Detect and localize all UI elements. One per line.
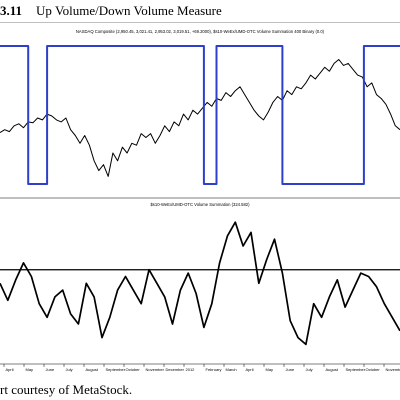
- bottom-panel-title: $s10-WeEx/UMD-OTC Volume Summation (324.…: [150, 202, 250, 207]
- x-tick-label: July: [66, 367, 73, 372]
- top-panel: [0, 45, 400, 185]
- x-tick-label: May: [26, 367, 34, 372]
- x-tick-label: October: [366, 367, 381, 372]
- x-tick-label: November: [146, 367, 165, 372]
- x-axis: April May June July August September October No…: [3, 364, 400, 372]
- figure-number: 3.11: [0, 3, 23, 18]
- figure-title: 3.11 Up Volume/Down Volume Measure: [0, 3, 222, 19]
- x-tick-label: September: [106, 367, 126, 372]
- chart-canvas: NASDAQ Composite (2,950.45, 3,021.41, 2,…: [0, 22, 400, 372]
- x-tick-label: September: [346, 367, 366, 372]
- volume-summation-line: [0, 221, 400, 346]
- x-tick-label: February: [206, 367, 222, 372]
- x-tick-label: August: [326, 367, 339, 372]
- x-tick-label: August: [86, 367, 99, 372]
- x-tick-label: October: [126, 367, 141, 372]
- x-tick-label: June: [46, 367, 55, 372]
- figure-heading: Up Volume/Down Volume Measure: [36, 3, 222, 18]
- x-tick-label: December: [166, 367, 185, 372]
- bottom-panel: [0, 221, 400, 346]
- x-tick-label: April: [6, 367, 14, 372]
- x-tick-label: March: [226, 367, 237, 372]
- x-tick-label: 2012: [186, 367, 196, 372]
- x-tick-label: May: [266, 367, 274, 372]
- nasdaq-price-line: [0, 59, 400, 177]
- x-tick-label: July: [306, 367, 313, 372]
- x-tick-label: November: [386, 367, 400, 372]
- binary-signal-line: [0, 45, 400, 185]
- top-panel-title: NASDAQ Composite (2,950.45, 3,021.41, 2,…: [76, 29, 325, 34]
- x-tick-label: April: [246, 367, 254, 372]
- x-tick-label: June: [286, 367, 295, 372]
- figure-caption: rt courtesy of MetaStock.: [0, 382, 133, 397]
